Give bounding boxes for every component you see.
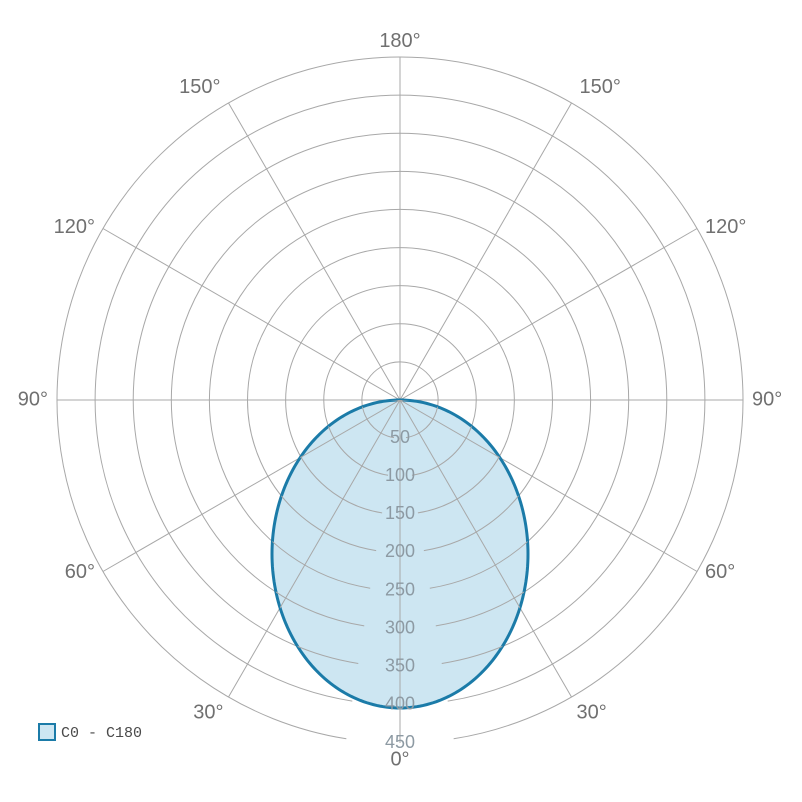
svg-text:120°: 120° <box>54 216 95 238</box>
svg-text:90°: 90° <box>18 388 48 410</box>
svg-text:150°: 150° <box>580 76 621 98</box>
svg-text:300: 300 <box>385 617 415 637</box>
svg-text:50: 50 <box>390 427 410 447</box>
svg-text:120°: 120° <box>705 216 746 238</box>
svg-text:60°: 60° <box>65 561 95 583</box>
svg-text:90°: 90° <box>752 388 782 410</box>
svg-text:30°: 30° <box>577 702 607 724</box>
svg-text:150°: 150° <box>179 76 220 98</box>
svg-text:C0 - C180: C0 - C180 <box>61 725 142 742</box>
svg-text:30°: 30° <box>193 702 223 724</box>
svg-text:0°: 0° <box>390 749 409 771</box>
svg-text:200: 200 <box>385 541 415 561</box>
svg-text:150: 150 <box>385 503 415 523</box>
svg-text:180°: 180° <box>379 30 420 52</box>
svg-text:60°: 60° <box>705 561 735 583</box>
svg-text:400: 400 <box>385 694 415 714</box>
svg-text:250: 250 <box>385 579 415 599</box>
svg-text:100: 100 <box>385 465 415 485</box>
svg-text:350: 350 <box>385 656 415 676</box>
